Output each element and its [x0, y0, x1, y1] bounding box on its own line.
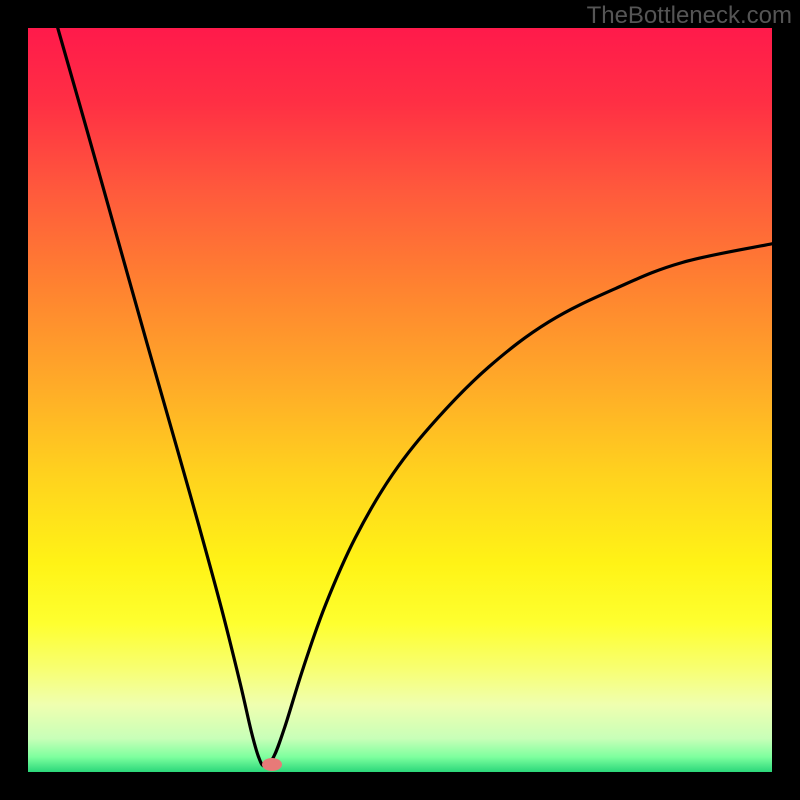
- bottleneck-curve: [58, 28, 772, 766]
- plot-area: [28, 28, 772, 772]
- gradient-background: [28, 28, 772, 772]
- watermark-text: TheBottleneck.com: [587, 2, 792, 30]
- bottleneck-plot-svg: [28, 28, 772, 772]
- chart-frame: TheBottleneck.com: [0, 0, 800, 800]
- minimum-marker: [262, 758, 282, 771]
